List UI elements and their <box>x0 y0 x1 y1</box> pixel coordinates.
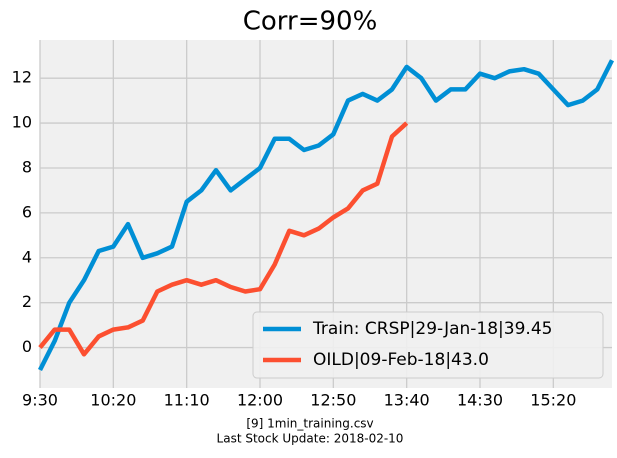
y-tick-label: 0 <box>22 337 32 356</box>
chart-title: Corr=90% <box>243 7 378 37</box>
x-tick-label: 12:50 <box>310 391 356 410</box>
y-tick-label: 4 <box>22 247 32 266</box>
series-line <box>37 59 615 372</box>
x-tick-label: 15:20 <box>530 391 576 410</box>
x-tick-label: 12:00 <box>237 391 283 410</box>
x-tick-label: 14:30 <box>457 391 503 410</box>
x-tick-label: 10:20 <box>90 391 136 410</box>
legend-box <box>252 311 604 379</box>
y-tick-label: 6 <box>22 202 32 221</box>
series-line <box>38 121 409 357</box>
y-tick-label: 10 <box>12 113 32 132</box>
x-label: Last Stock Update: 2018-02-10 <box>217 432 404 446</box>
legend-label: Train: CRSP|29-Jan-18|39.45 <box>312 319 552 339</box>
x-tick-label: 13:40 <box>384 391 430 410</box>
legend-label: OILD|09-Feb-18|43.0 <box>313 350 489 370</box>
y-tick-label: 2 <box>22 292 32 311</box>
y-tick-label: 8 <box>22 157 32 176</box>
legend: Train: CRSP|29-Jan-18|39.45 OILD|09-Feb-1… <box>252 311 604 379</box>
y-tick-label: 12 <box>12 68 32 87</box>
x-label: [9] 1min_training.csv <box>246 417 373 431</box>
x-tick-label: 9:30 <box>22 391 58 410</box>
x-tick-label: 11:10 <box>164 391 210 410</box>
